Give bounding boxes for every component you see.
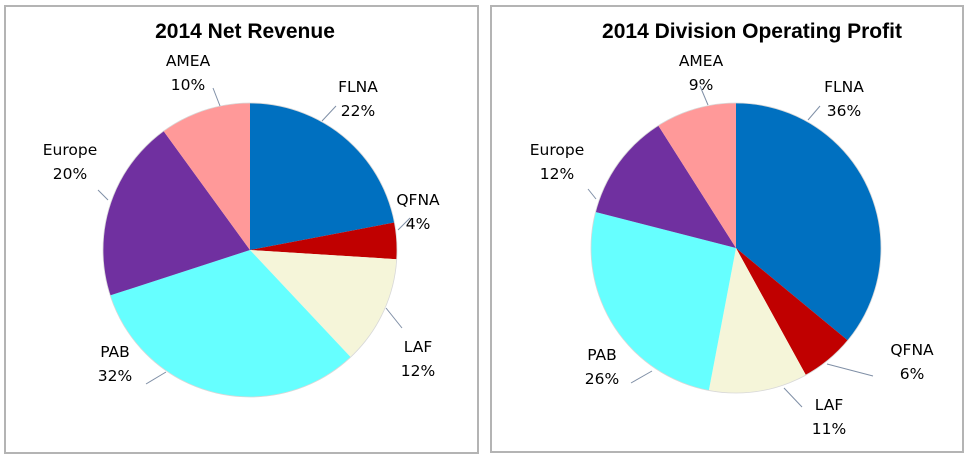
pie-slice-amea	[163, 103, 250, 250]
pie-slice-europe	[102, 131, 251, 296]
data-label-name-laf: LAF	[815, 396, 844, 414]
leader-line-europe	[97, 189, 109, 201]
data-label-pct-flna: 22%	[341, 102, 375, 120]
leader-line-amea	[699, 85, 709, 106]
data-label-pct-laf: 12%	[401, 362, 435, 380]
data-label-pct-amea: 9%	[689, 76, 714, 94]
data-label-name-qfna: QFNA	[890, 341, 934, 359]
pie-slice-pab	[591, 211, 736, 391]
chart-title-net-revenue: 2014 Net Revenue	[155, 20, 335, 43]
data-label-name-amea: AMEA	[166, 52, 211, 70]
data-label-name-europe: Europe	[43, 141, 98, 159]
data-label-pct-europe: 12%	[540, 165, 574, 183]
leader-line-flna	[807, 105, 821, 121]
data-label-pct-laf: 11%	[812, 420, 846, 438]
data-label-pct-pab: 32%	[98, 367, 132, 385]
chart-title-operating-profit: 2014 Division Operating Profit	[602, 20, 902, 43]
data-label-name-qfna: QFNA	[396, 191, 440, 209]
pie-slice-laf	[708, 248, 806, 393]
data-label-name-flna: FLNA	[338, 78, 378, 96]
pie-slice-laf	[250, 250, 397, 358]
pie-outline	[590, 102, 882, 394]
pie-slice-flna	[736, 103, 881, 341]
data-label-pct-qfna: 4%	[406, 215, 431, 233]
data-label-name-amea: AMEA	[679, 52, 724, 70]
leader-line-qfna	[397, 217, 411, 231]
data-label-name-europe: Europe	[530, 141, 585, 159]
data-label-pct-qfna: 6%	[900, 365, 925, 383]
data-label-pct-europe: 20%	[53, 165, 87, 183]
data-label-name-pab: PAB	[100, 343, 130, 361]
leader-line-qfna	[826, 363, 874, 377]
leader-line-pab	[630, 370, 653, 384]
pie-slice-qfna	[736, 248, 848, 376]
pie-net-revenue: FLNA 22% QFNA 4% LAF 12% PAB 32% Europe 20% AMEA 10…	[43, 52, 440, 398]
leader-line-flna	[321, 105, 337, 122]
data-label-name-pab: PAB	[587, 346, 617, 364]
pie-slice-amea	[658, 103, 736, 248]
data-label-name-flna: FLNA	[824, 78, 864, 96]
data-label-pct-amea: 10%	[171, 76, 205, 94]
leader-line-pab	[145, 371, 167, 385]
leader-line-laf	[385, 307, 403, 329]
data-label-pct-flna: 36%	[827, 102, 861, 120]
pie-slice-qfna	[250, 222, 398, 260]
pie-slice-pab	[110, 250, 351, 398]
leader-line-amea	[212, 87, 221, 107]
data-label-name-laf: LAF	[404, 338, 433, 356]
pie-slice-europe	[595, 125, 736, 248]
leader-line-laf	[783, 387, 803, 408]
data-label-pct-pab: 26%	[585, 370, 619, 388]
pie-slice-flna	[250, 103, 395, 250]
leader-line-europe	[587, 188, 597, 200]
pie-operating-profit: FLNA 36% QFNA 6% LAF 11% PAB 26% Europe 12% AMEA 9%	[530, 52, 934, 438]
pie-outline	[102, 102, 398, 398]
